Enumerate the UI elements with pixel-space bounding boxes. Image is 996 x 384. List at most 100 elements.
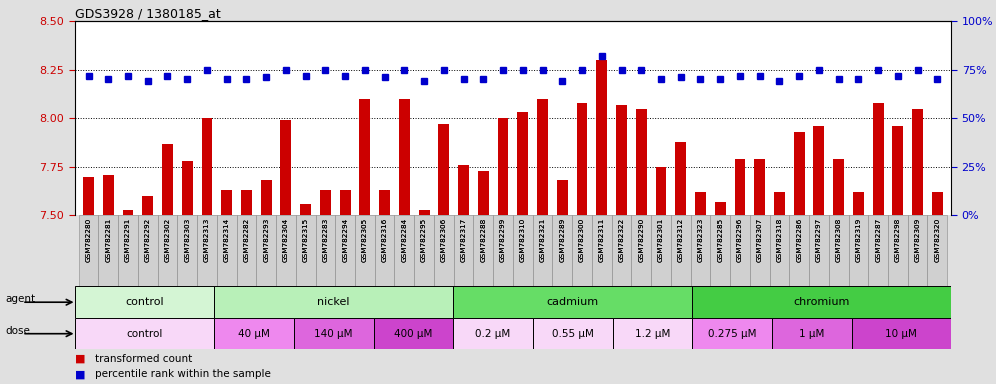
Bar bbox=[849, 215, 869, 286]
Bar bbox=[750, 215, 770, 286]
Text: GSM782321: GSM782321 bbox=[540, 218, 546, 262]
Text: GSM782310: GSM782310 bbox=[520, 218, 526, 262]
Bar bbox=[418, 210, 429, 215]
Text: GSM782312: GSM782312 bbox=[677, 218, 683, 262]
Text: 400 μM: 400 μM bbox=[394, 329, 432, 339]
Bar bbox=[869, 215, 888, 286]
Bar bbox=[276, 215, 296, 286]
Bar bbox=[336, 215, 355, 286]
Text: control: control bbox=[126, 329, 162, 339]
Bar bbox=[513, 215, 533, 286]
Bar bbox=[374, 318, 453, 349]
Text: GSM782301: GSM782301 bbox=[658, 218, 664, 262]
Bar bbox=[294, 318, 374, 349]
Bar bbox=[300, 204, 311, 215]
Bar bbox=[814, 126, 825, 215]
Bar bbox=[214, 286, 453, 318]
Bar bbox=[692, 318, 772, 349]
Bar bbox=[655, 167, 666, 215]
Text: GSM782308: GSM782308 bbox=[836, 218, 842, 262]
Text: GSM782307: GSM782307 bbox=[757, 218, 763, 262]
Text: ■: ■ bbox=[75, 354, 86, 364]
Bar bbox=[710, 215, 730, 286]
Text: GSM782304: GSM782304 bbox=[283, 218, 289, 262]
Bar bbox=[794, 132, 805, 215]
Bar bbox=[671, 215, 690, 286]
Bar bbox=[221, 190, 232, 215]
Text: 140 μM: 140 μM bbox=[315, 329, 353, 339]
Text: GSM782286: GSM782286 bbox=[796, 218, 802, 262]
Text: GSM782292: GSM782292 bbox=[144, 218, 150, 262]
Bar bbox=[360, 99, 371, 215]
Text: GSM782290: GSM782290 bbox=[638, 218, 644, 262]
Bar bbox=[612, 215, 631, 286]
Bar bbox=[557, 180, 568, 215]
Text: GSM782284: GSM782284 bbox=[401, 218, 407, 262]
Bar bbox=[809, 215, 829, 286]
Text: nickel: nickel bbox=[318, 297, 350, 307]
Text: GSM782319: GSM782319 bbox=[856, 218, 862, 262]
Bar bbox=[675, 142, 686, 215]
Bar bbox=[103, 175, 114, 215]
Text: GSM782288: GSM782288 bbox=[480, 218, 486, 262]
Bar bbox=[281, 120, 292, 215]
Bar bbox=[829, 215, 849, 286]
Text: GSM782297: GSM782297 bbox=[816, 218, 822, 262]
Bar bbox=[690, 215, 710, 286]
Text: GSM782315: GSM782315 bbox=[303, 218, 309, 262]
Text: GSM782306: GSM782306 bbox=[441, 218, 447, 262]
Text: GSM782306: GSM782306 bbox=[441, 218, 447, 262]
Bar bbox=[834, 159, 844, 215]
Text: GSM782310: GSM782310 bbox=[520, 218, 526, 262]
Text: 40 μM: 40 μM bbox=[238, 329, 270, 339]
Text: 1 μM: 1 μM bbox=[799, 329, 825, 339]
Text: GSM782281: GSM782281 bbox=[106, 218, 112, 262]
Bar bbox=[635, 109, 646, 215]
Text: GSM782315: GSM782315 bbox=[303, 218, 309, 262]
Text: GSM782299: GSM782299 bbox=[500, 218, 506, 262]
Bar bbox=[119, 215, 137, 286]
Text: GSM782286: GSM782286 bbox=[796, 218, 802, 262]
Text: GSM782309: GSM782309 bbox=[914, 218, 920, 262]
Text: GSM782323: GSM782323 bbox=[697, 218, 703, 262]
Text: GSM782280: GSM782280 bbox=[86, 218, 92, 262]
Text: GSM782280: GSM782280 bbox=[86, 218, 92, 262]
Text: GSM782323: GSM782323 bbox=[697, 218, 703, 262]
Text: GSM782295: GSM782295 bbox=[421, 218, 427, 262]
Bar bbox=[597, 60, 608, 215]
Bar bbox=[473, 215, 493, 286]
Bar bbox=[493, 215, 513, 286]
Bar bbox=[852, 318, 951, 349]
Bar bbox=[182, 161, 192, 215]
Bar bbox=[374, 215, 394, 286]
Text: GSM782320: GSM782320 bbox=[934, 218, 940, 262]
Bar bbox=[137, 215, 157, 286]
Text: GSM782320: GSM782320 bbox=[934, 218, 940, 262]
Bar bbox=[83, 177, 94, 215]
Bar bbox=[715, 202, 726, 215]
Bar bbox=[458, 165, 469, 215]
Text: GSM782318: GSM782318 bbox=[777, 218, 783, 262]
Text: GSM782308: GSM782308 bbox=[836, 218, 842, 262]
Text: GSM782291: GSM782291 bbox=[125, 218, 131, 262]
Text: GSM782307: GSM782307 bbox=[757, 218, 763, 262]
Bar bbox=[533, 318, 613, 349]
Text: GSM782318: GSM782318 bbox=[777, 218, 783, 262]
Bar bbox=[123, 210, 133, 215]
Bar bbox=[789, 215, 809, 286]
Text: GSM782287: GSM782287 bbox=[875, 218, 881, 262]
Text: 1.2 μM: 1.2 μM bbox=[634, 329, 670, 339]
Text: GSM782303: GSM782303 bbox=[184, 218, 190, 262]
Bar bbox=[892, 126, 903, 215]
Text: GSM782314: GSM782314 bbox=[224, 218, 230, 262]
Bar bbox=[730, 215, 750, 286]
Bar bbox=[592, 215, 612, 286]
Text: GSM782293: GSM782293 bbox=[263, 218, 269, 262]
Bar bbox=[434, 215, 454, 286]
Bar bbox=[162, 144, 173, 215]
Text: GSM782303: GSM782303 bbox=[184, 218, 190, 262]
Bar bbox=[927, 215, 947, 286]
Bar bbox=[177, 215, 197, 286]
Bar bbox=[577, 103, 588, 215]
Text: GSM782302: GSM782302 bbox=[164, 218, 170, 262]
